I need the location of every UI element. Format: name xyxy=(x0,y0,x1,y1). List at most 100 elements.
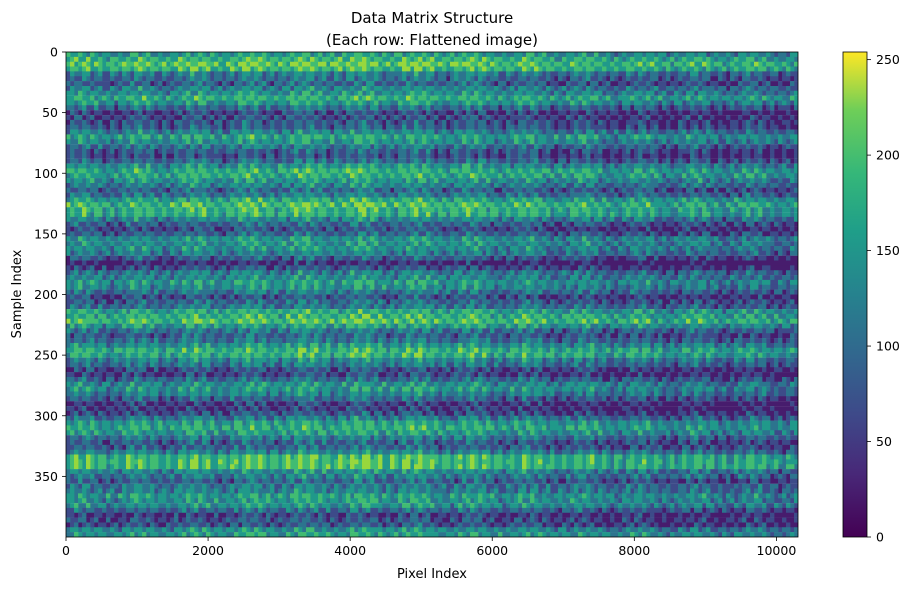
heatmap-row-band xyxy=(66,255,798,261)
heatmap-row-band xyxy=(78,532,795,537)
heatmap-row-band xyxy=(74,449,755,455)
heatmap-row-band xyxy=(778,488,783,494)
heatmap-row-band xyxy=(74,105,791,111)
heatmap-row-band xyxy=(66,347,798,353)
heatmap-row-band xyxy=(98,187,791,193)
heatmap-row-band xyxy=(106,464,798,470)
heatmap-row-band xyxy=(70,197,795,203)
heatmap-row-band xyxy=(70,202,795,208)
heatmap-row-band xyxy=(66,144,798,150)
heatmap-row-band xyxy=(82,377,535,383)
heatmap-row-band xyxy=(78,367,795,373)
heatmap-row-band xyxy=(66,284,759,290)
heatmap-row-band xyxy=(618,192,783,198)
heatmap-row-band xyxy=(142,95,411,101)
x-tick-label: 2000 xyxy=(192,543,224,558)
heatmap-row-band xyxy=(618,430,795,436)
colorbar-tick-label: 0 xyxy=(876,530,884,545)
heatmap-row-band xyxy=(86,362,699,368)
heatmap-row-band xyxy=(70,231,763,237)
heatmap-row-band xyxy=(66,454,795,460)
heatmap-row-band xyxy=(70,294,763,300)
heatmap-row-band xyxy=(70,338,798,344)
heatmap-row-band xyxy=(662,173,667,179)
heatmap-row-band xyxy=(74,386,595,392)
heatmap-row-band xyxy=(70,459,779,465)
heatmap-row-band xyxy=(74,357,755,363)
heatmap-row-band xyxy=(778,469,783,475)
heatmap-row-band xyxy=(70,352,763,358)
heatmap-row-band xyxy=(66,124,791,130)
heatmap-row-band xyxy=(74,183,751,189)
heatmap-row-band xyxy=(66,401,798,407)
heatmap-row-band xyxy=(134,163,483,169)
heatmap-row-band xyxy=(66,250,759,256)
heatmap-row-band xyxy=(70,440,763,446)
heatmap-row-band xyxy=(74,498,791,504)
heatmap-row-band xyxy=(74,304,791,310)
heatmap-row-band xyxy=(106,343,798,349)
heatmap-row-band xyxy=(66,444,798,450)
heatmap-row-band xyxy=(86,66,539,72)
heatmap-row-band xyxy=(106,124,798,130)
heatmap-row-band xyxy=(186,187,467,193)
heatmap-row-band xyxy=(70,357,795,363)
heatmap-row-band xyxy=(74,168,798,174)
heatmap-row-band xyxy=(74,512,795,518)
heatmap-row-band xyxy=(66,362,798,368)
heatmap-row-band xyxy=(66,197,798,203)
heatmap-row-band xyxy=(66,149,798,155)
heatmap-row-band xyxy=(66,265,795,271)
heatmap-row-band xyxy=(294,149,431,155)
heatmap-row-band xyxy=(98,381,791,387)
heatmap-row-band xyxy=(66,192,798,198)
heatmap-row-band xyxy=(70,216,787,222)
heatmap-row-band xyxy=(70,187,795,193)
heatmap-row-band xyxy=(66,517,759,523)
heatmap-row-band xyxy=(362,410,367,416)
heatmap-row-band xyxy=(726,86,731,92)
heatmap-row-band xyxy=(66,372,775,378)
heatmap-row-band xyxy=(66,289,795,295)
heatmap-row-band xyxy=(66,279,798,285)
heatmap-row-band xyxy=(138,124,419,130)
heatmap-row-band xyxy=(66,153,798,159)
heatmap-row-band xyxy=(66,386,795,392)
heatmap-row-band xyxy=(70,226,798,232)
heatmap-row-band xyxy=(66,522,798,528)
heatmap-row-band xyxy=(66,498,798,504)
heatmap-row-band xyxy=(70,488,763,494)
heatmap-row-band xyxy=(70,415,798,421)
heatmap-row-band xyxy=(82,158,539,164)
heatmap-row-band xyxy=(66,367,798,373)
heatmap-row-band xyxy=(66,493,798,499)
heatmap-row-band xyxy=(70,192,751,198)
heatmap-row-band xyxy=(74,119,798,125)
heatmap-row-band xyxy=(66,105,798,111)
heatmap-row-band xyxy=(102,158,795,164)
heatmap-row-band xyxy=(74,100,791,106)
heatmap-row-band xyxy=(106,396,798,402)
heatmap-row-band xyxy=(74,347,795,353)
heatmap-row-band xyxy=(66,212,798,218)
heatmap-row-band xyxy=(66,168,759,174)
heatmap-row-band xyxy=(66,459,798,465)
heatmap-row-band xyxy=(102,216,795,222)
heatmap-row-band xyxy=(70,149,763,155)
heatmap-row-band xyxy=(66,207,798,213)
heatmap-row-band xyxy=(74,289,635,295)
heatmap-row-band xyxy=(294,488,299,494)
heatmap-row-band xyxy=(446,76,795,82)
x-axis: 0 2000 4000 6000 8000 10000 xyxy=(62,537,796,558)
heatmap-row-band xyxy=(70,86,751,92)
heatmap-row-band xyxy=(82,105,535,111)
heatmap-row-band xyxy=(70,76,763,82)
heatmap-row-band xyxy=(66,420,798,426)
heatmap-row-band xyxy=(70,454,791,460)
y-tick-label: 200 xyxy=(34,287,58,302)
heatmap-row-band xyxy=(70,212,763,218)
heatmap-row-band xyxy=(66,275,798,281)
heatmap-row-band xyxy=(66,313,795,319)
heatmap-row-band xyxy=(74,401,795,407)
